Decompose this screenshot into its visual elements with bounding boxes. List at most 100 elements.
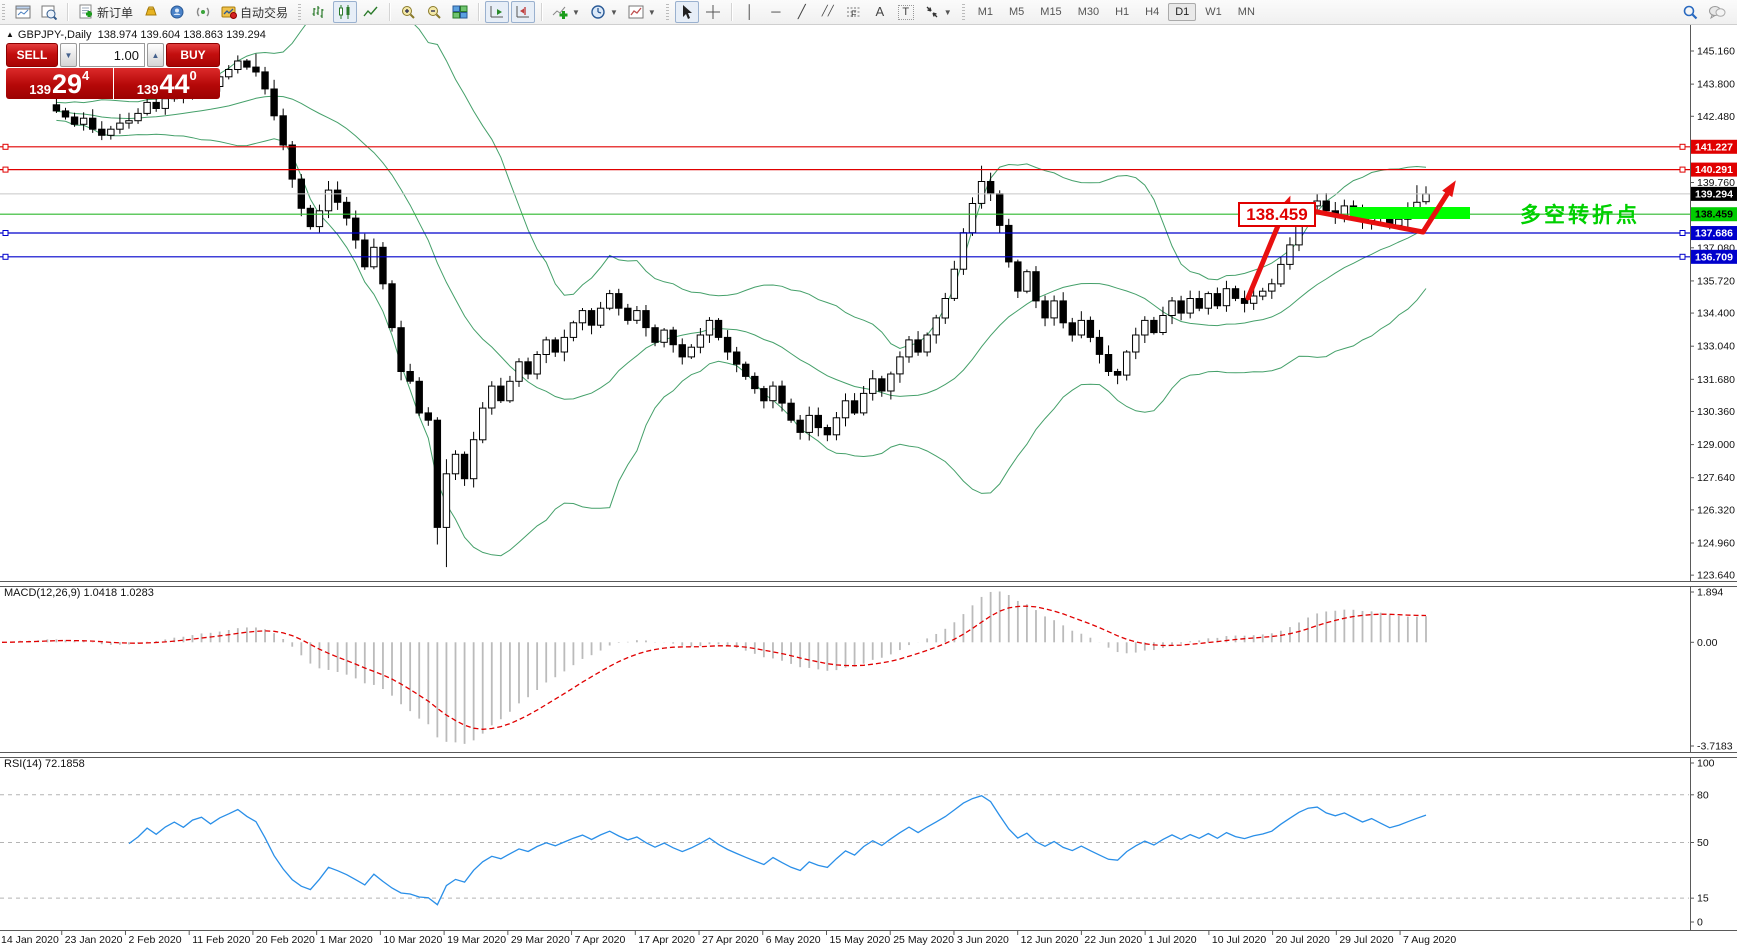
volume-increase-button[interactable]: ▲ (147, 43, 164, 67)
trendline-button[interactable]: ╱ (790, 1, 814, 23)
toolbar-grip[interactable] (298, 4, 302, 20)
candle-body (79, 117, 88, 125)
candle (352, 210, 360, 249)
community-button[interactable] (165, 1, 189, 23)
indicators-add-icon (552, 6, 568, 19)
toolbar-grip[interactable] (665, 4, 669, 20)
symbol-header[interactable]: ▲ GBPJPY-,Daily 138.974 139.604 138.863 1… (6, 29, 266, 41)
line-handle[interactable] (2, 166, 9, 173)
sell-price-tile[interactable]: 139 29 4 (6, 68, 114, 99)
text-label-button[interactable]: T (894, 1, 918, 23)
indicators-button[interactable]: ▼ (548, 1, 584, 23)
toolbar-grip[interactable] (961, 4, 965, 20)
candle-body (760, 388, 768, 402)
candle-body (1050, 300, 1058, 319)
line-handle[interactable] (1679, 230, 1686, 236)
date-tick-label: 12 Jun 2020 (1021, 934, 1079, 946)
candle (234, 55, 242, 74)
buy-price-tile[interactable]: 139 44 0 (113, 68, 220, 99)
date-tick-label: 3 Jun 2020 (957, 934, 1009, 946)
timeframe-button-W1[interactable]: W1 (1205, 6, 1222, 18)
price-annotation-box[interactable]: 138.459 (1238, 202, 1316, 227)
candle (832, 412, 841, 441)
bar-chart-type-button[interactable] (307, 1, 331, 23)
timeframe-button-M30[interactable]: M30 (1077, 6, 1100, 18)
candle (469, 431, 478, 488)
line-handle[interactable] (1679, 166, 1686, 173)
arrows-dropdown-caret[interactable]: ▼ (943, 7, 952, 17)
line-handle[interactable] (1679, 253, 1686, 260)
candle (905, 336, 913, 363)
line-handle[interactable] (2, 143, 9, 150)
candle-body (52, 104, 61, 112)
radio-signal-icon (196, 7, 210, 17)
templates-dropdown-caret[interactable]: ▼ (647, 7, 656, 17)
line-handle[interactable] (2, 253, 9, 260)
chart-shift-button[interactable] (511, 1, 536, 23)
horizontal-line-button[interactable]: ─ (764, 1, 788, 23)
timeframe-button-D1[interactable]: D1 (1168, 3, 1197, 21)
candle (107, 125, 115, 140)
fibonacci-button[interactable]: F (842, 1, 866, 23)
volume-decrease-button[interactable]: ▼ (60, 43, 77, 67)
line-chart-type-button[interactable] (359, 1, 383, 23)
zoom-in-button[interactable] (396, 1, 420, 23)
new-order-button[interactable]: 新订单 (74, 1, 137, 23)
line-handle[interactable] (1679, 143, 1686, 150)
toolbar-grip[interactable] (2, 4, 5, 20)
market-button[interactable] (139, 1, 163, 23)
line-handle[interactable] (2, 230, 9, 236)
crosshair-button[interactable] (701, 1, 725, 23)
turning-point-note[interactable]: 多空转折点 (1520, 203, 1640, 227)
candle-body (642, 310, 650, 329)
price-tick-label: 131.680 (1697, 374, 1735, 386)
panel-separator-macd[interactable] (0, 581, 1737, 587)
tile-windows-button[interactable] (448, 1, 472, 23)
periods-button[interactable]: ▼ (586, 1, 622, 23)
equidistant-channel-button[interactable]: ╱╱ (816, 1, 840, 23)
timeframe-button-MN[interactable]: MN (1237, 6, 1255, 18)
candle-body (941, 298, 949, 319)
zoom-out-button[interactable] (422, 1, 446, 23)
timeframe-button-M15[interactable]: M15 (1040, 6, 1062, 18)
candle (460, 451, 469, 486)
green-level-bar[interactable] (1350, 207, 1470, 219)
candle-body (660, 329, 668, 343)
timeframe-button-H1[interactable]: H1 (1115, 6, 1130, 18)
buy-button[interactable]: BUY (166, 43, 220, 67)
autotrade-button[interactable]: 自动交易 (217, 1, 292, 23)
candle (941, 292, 949, 324)
periods-dropdown-caret[interactable]: ▼ (609, 7, 618, 17)
arrows-button[interactable]: ▼ (920, 1, 956, 23)
timeframe-button-H4[interactable]: H4 (1145, 6, 1160, 18)
signals-button[interactable] (191, 1, 215, 23)
candle-body (986, 181, 995, 195)
profiles-button[interactable] (37, 1, 61, 23)
cursor-button[interactable] (674, 1, 699, 23)
timeframe-button-M1[interactable]: M1 (977, 6, 993, 18)
candle-body (1186, 298, 1194, 314)
candle-body (615, 293, 623, 309)
candle (497, 377, 505, 403)
indicators-dropdown-caret[interactable]: ▼ (572, 7, 580, 17)
candle (397, 320, 405, 381)
trend-arrow[interactable] (1420, 185, 1454, 235)
candle-body (1023, 271, 1031, 292)
volume-input[interactable]: 1.00 (79, 43, 145, 67)
text-button[interactable]: A (868, 1, 892, 23)
search-button[interactable] (1678, 1, 1702, 23)
vertical-line-button[interactable]: │ (738, 1, 762, 23)
new-chart-button[interactable] (11, 1, 35, 23)
timeframe-button-M5[interactable]: M5 (1009, 6, 1025, 18)
sell-button[interactable]: SELL (6, 43, 58, 67)
candle-body (569, 322, 578, 338)
candle-body (98, 128, 106, 136)
chat-button[interactable] (1704, 1, 1730, 23)
candle-body (633, 310, 641, 321)
candlestick-chart-type-button[interactable] (333, 1, 358, 23)
collapse-arrow-icon[interactable]: ▲ (6, 30, 14, 39)
templates-button[interactable]: ▼ (624, 1, 660, 23)
auto-scroll-button[interactable] (485, 1, 510, 23)
panel-separator-rsi[interactable] (0, 752, 1737, 758)
